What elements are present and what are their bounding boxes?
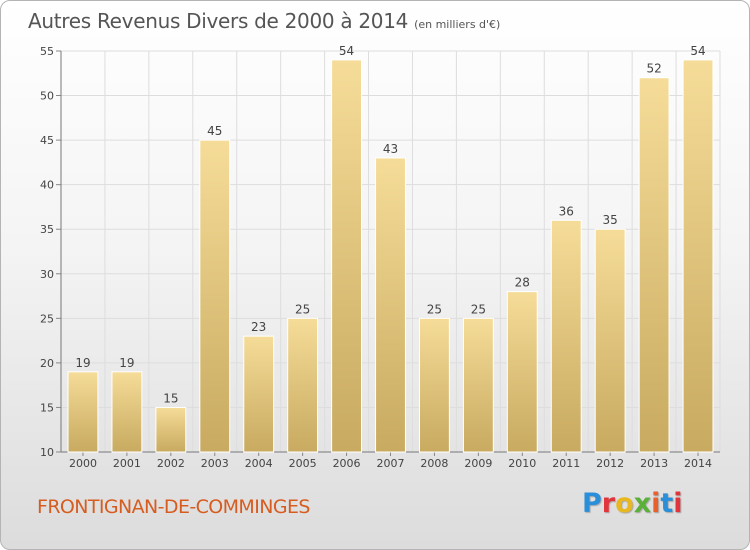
bar-2012[interactable] [594, 228, 626, 453]
value-label-2001: 19 [119, 356, 134, 370]
x-tick-label-2007: 2007 [377, 457, 405, 470]
x-tick-label-2006: 2006 [333, 457, 361, 470]
x-tick-label-2002: 2002 [157, 457, 185, 470]
logo-letter: P [582, 488, 602, 519]
value-label-2003: 45 [207, 124, 222, 138]
logo-letter: i [651, 488, 661, 519]
value-label-2013: 52 [646, 62, 661, 76]
x-tick-label-2001: 2001 [113, 457, 141, 470]
x-tick-label-2004: 2004 [245, 457, 273, 470]
y-tick-label: 15 [40, 401, 54, 414]
bar-2001[interactable] [111, 371, 143, 453]
value-label-2012: 35 [603, 213, 618, 227]
bar-2011[interactable] [550, 219, 582, 453]
bar-2013[interactable] [638, 77, 670, 453]
bar-2000[interactable] [67, 371, 99, 453]
logo-letter: i [673, 488, 683, 519]
bar-2010[interactable] [506, 291, 538, 453]
logo-letter: r [601, 488, 616, 519]
x-tick-label-2014: 2014 [684, 457, 712, 470]
logo-letter: x [633, 488, 652, 519]
y-tick-label: 20 [40, 357, 54, 370]
bar-2003[interactable] [199, 139, 231, 453]
bar-2005[interactable] [287, 317, 319, 453]
x-tick-label-2003: 2003 [201, 457, 229, 470]
y-tick-label: 35 [40, 223, 54, 236]
value-label-2002: 15 [163, 391, 178, 405]
y-tick-label: 30 [40, 268, 54, 281]
x-tick-label-2011: 2011 [552, 457, 580, 470]
logo-letter: o [615, 488, 634, 519]
value-label-2005: 25 [295, 302, 310, 316]
commune-name: FRONTIGNAN-DE-COMMINGES [37, 496, 310, 518]
bar-2004[interactable] [243, 335, 275, 453]
value-label-2009: 25 [471, 302, 486, 316]
value-label-2000: 19 [75, 356, 90, 370]
value-label-2014: 54 [690, 44, 705, 58]
bar-2007[interactable] [375, 157, 406, 453]
value-label-2008: 25 [427, 302, 442, 316]
logo-letter: t [660, 488, 674, 519]
x-tick-label-2013: 2013 [640, 457, 668, 470]
y-tick-label: 25 [40, 312, 54, 325]
chart-title-text: Autres Revenus Divers de 2000 à 2014 [28, 9, 409, 33]
x-tick-label-2008: 2008 [420, 457, 448, 470]
bar-2002[interactable] [155, 406, 187, 453]
value-label-2011: 36 [559, 204, 574, 218]
y-tick-label: 50 [40, 90, 54, 103]
proxiti-logo[interactable]: Proxiti [582, 488, 683, 519]
value-label-2004: 23 [251, 320, 266, 334]
axes: 10 15 20 25 30 35 40 45 50 55 2000 2001 2002 2003 2004… [40, 45, 720, 470]
y-tick-label: 55 [40, 45, 54, 58]
value-label-2006: 54 [339, 44, 354, 58]
x-tick-label-2009: 2009 [464, 457, 492, 470]
x-tick-label-2010: 2010 [508, 457, 536, 470]
unit-note: (en milliers d'€) [414, 18, 501, 31]
chart-title: Autres Revenus Divers de 2000 à 2014 (en … [28, 9, 500, 33]
bar-2014[interactable] [682, 59, 714, 453]
bars [67, 59, 714, 453]
y-tick-label: 40 [40, 179, 54, 192]
value-label-2010: 28 [515, 276, 530, 290]
x-tick-label-2000: 2000 [69, 457, 97, 470]
bar-2008[interactable] [418, 317, 450, 453]
data-labels: 19 19 15 45 23 25 54 43 25 25 28 36 35 52 54 [75, 44, 705, 406]
y-tick-label: 45 [40, 134, 54, 147]
bar-2009[interactable] [462, 317, 494, 453]
value-label-2007: 43 [383, 142, 398, 156]
x-tick-label-2012: 2012 [596, 457, 624, 470]
bar-2006[interactable] [331, 59, 363, 453]
x-tick-label-2005: 2005 [289, 457, 317, 470]
y-tick-label: 10 [40, 446, 54, 459]
